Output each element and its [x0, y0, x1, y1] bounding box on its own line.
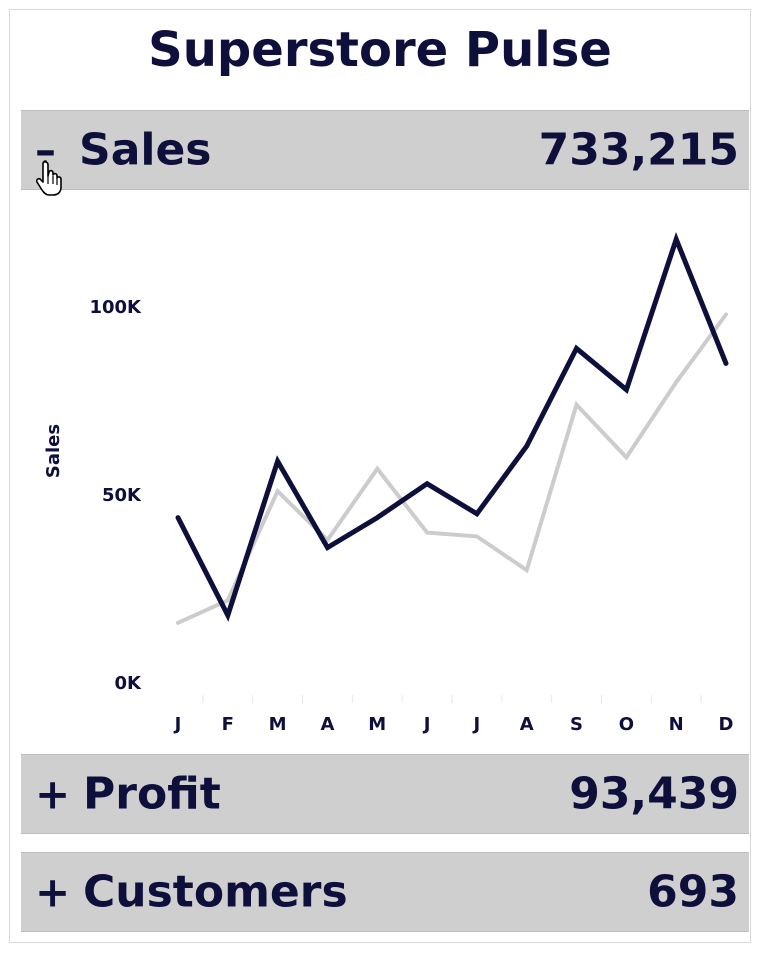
- x-tick-label: M: [368, 714, 386, 735]
- x-tick-label: S: [570, 714, 583, 735]
- y-tick-label: 50K: [102, 485, 142, 506]
- x-tick-label: M: [269, 714, 287, 735]
- expand-toggle-icon[interactable]: +: [35, 867, 71, 917]
- x-tick-label: O: [619, 714, 634, 735]
- sales-value: 733,215: [538, 124, 739, 176]
- series-current-line: [175, 232, 729, 622]
- sales-label: Sales: [79, 124, 212, 176]
- sales-line-chart: 0K 50K 100K J F M A M J J A S O N D Sales: [43, 232, 734, 735]
- x-tick-label: A: [320, 714, 334, 735]
- y-axis-title: Sales: [43, 424, 64, 478]
- y-axis: 0K 50K 100K: [89, 297, 142, 694]
- profit-label: Profit: [83, 768, 221, 820]
- series-comparison-line: [176, 312, 728, 625]
- customers-header[interactable]: + Customers 693: [21, 852, 749, 932]
- x-tick-label: J: [173, 714, 182, 735]
- y-tick-label: 0K: [115, 673, 143, 694]
- x-tick-label: N: [669, 714, 684, 735]
- sales-header[interactable]: – Sales 733,215: [21, 110, 749, 190]
- customers-value: 693: [647, 866, 739, 918]
- customers-label: Customers: [83, 866, 348, 918]
- y-tick-label: 100K: [89, 297, 142, 318]
- profit-header[interactable]: + Profit 93,439: [21, 754, 749, 834]
- profit-value: 93,439: [569, 768, 739, 820]
- expand-toggle-icon[interactable]: +: [35, 769, 71, 819]
- collapse-toggle-icon[interactable]: –: [35, 125, 56, 175]
- x-tick-label: J: [422, 714, 431, 735]
- chart-series: [175, 232, 729, 625]
- x-tick-label: F: [222, 714, 234, 735]
- x-tick-label: D: [719, 714, 734, 735]
- x-tick-label: A: [520, 714, 534, 735]
- hand-cursor-icon: [36, 160, 62, 196]
- dashboard-title: Superstore Pulse: [148, 22, 612, 78]
- x-tick-label: J: [472, 714, 481, 735]
